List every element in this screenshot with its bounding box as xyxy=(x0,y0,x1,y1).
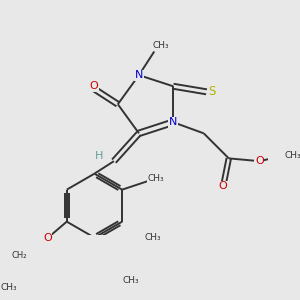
Text: CH₃: CH₃ xyxy=(122,276,139,285)
Text: CH₃: CH₃ xyxy=(145,233,161,242)
Text: O: O xyxy=(90,81,98,91)
Text: N: N xyxy=(169,117,177,127)
Text: CH₃: CH₃ xyxy=(284,151,300,160)
Text: S: S xyxy=(208,85,216,98)
Text: O: O xyxy=(255,156,264,166)
Text: H: H xyxy=(94,151,103,160)
Text: CH₃: CH₃ xyxy=(153,41,169,50)
Text: CH₃: CH₃ xyxy=(0,283,17,292)
Text: CH₃: CH₃ xyxy=(147,174,164,183)
Text: N: N xyxy=(135,70,143,80)
Text: O: O xyxy=(43,233,52,243)
Text: O: O xyxy=(219,181,228,191)
Text: CH₂: CH₂ xyxy=(12,250,27,260)
